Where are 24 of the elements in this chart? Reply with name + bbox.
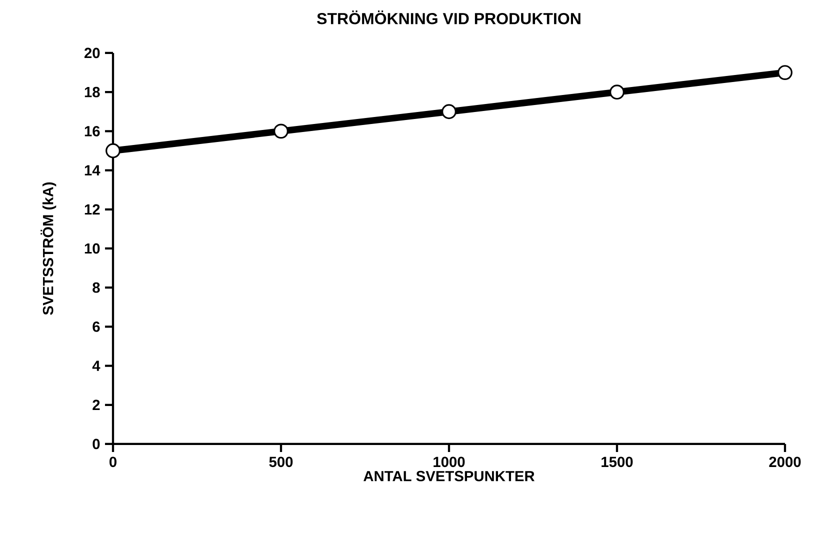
x-tick-label: 1000 [434,456,465,468]
y-tick-label: 6 [92,322,100,332]
y-tick-label: 18 [84,86,100,98]
y-tick-label: 10 [84,243,100,254]
point [274,124,288,139]
y-tick-label: 8 [92,282,100,293]
chart-title: STRÖMÖKNING VID PRODUKTION [317,10,580,24]
y-tick-label: 14 [84,165,100,176]
y-tick-label: 2 [92,400,100,410]
point [442,104,456,120]
x-axis-title: ANTAL SVETSPUNKTER [364,470,535,482]
x-tick-label: 0 [110,456,116,468]
point [778,65,792,80]
x-tick-label: 500 [269,456,293,468]
x-tick-label: 2000 [769,456,801,468]
y-tick-label: 16 [84,126,100,136]
y-axis-title: SVETSSTRÖM (kA) [40,182,56,315]
x-tick-label: 1500 [602,456,633,468]
point [610,84,624,100]
y-tick-label: 20 [84,48,100,58]
point [106,143,120,158]
y-tick-label: 4 [92,360,100,371]
y-tick-label: 12 [84,204,100,215]
y-tick-label: 0 [92,438,100,450]
